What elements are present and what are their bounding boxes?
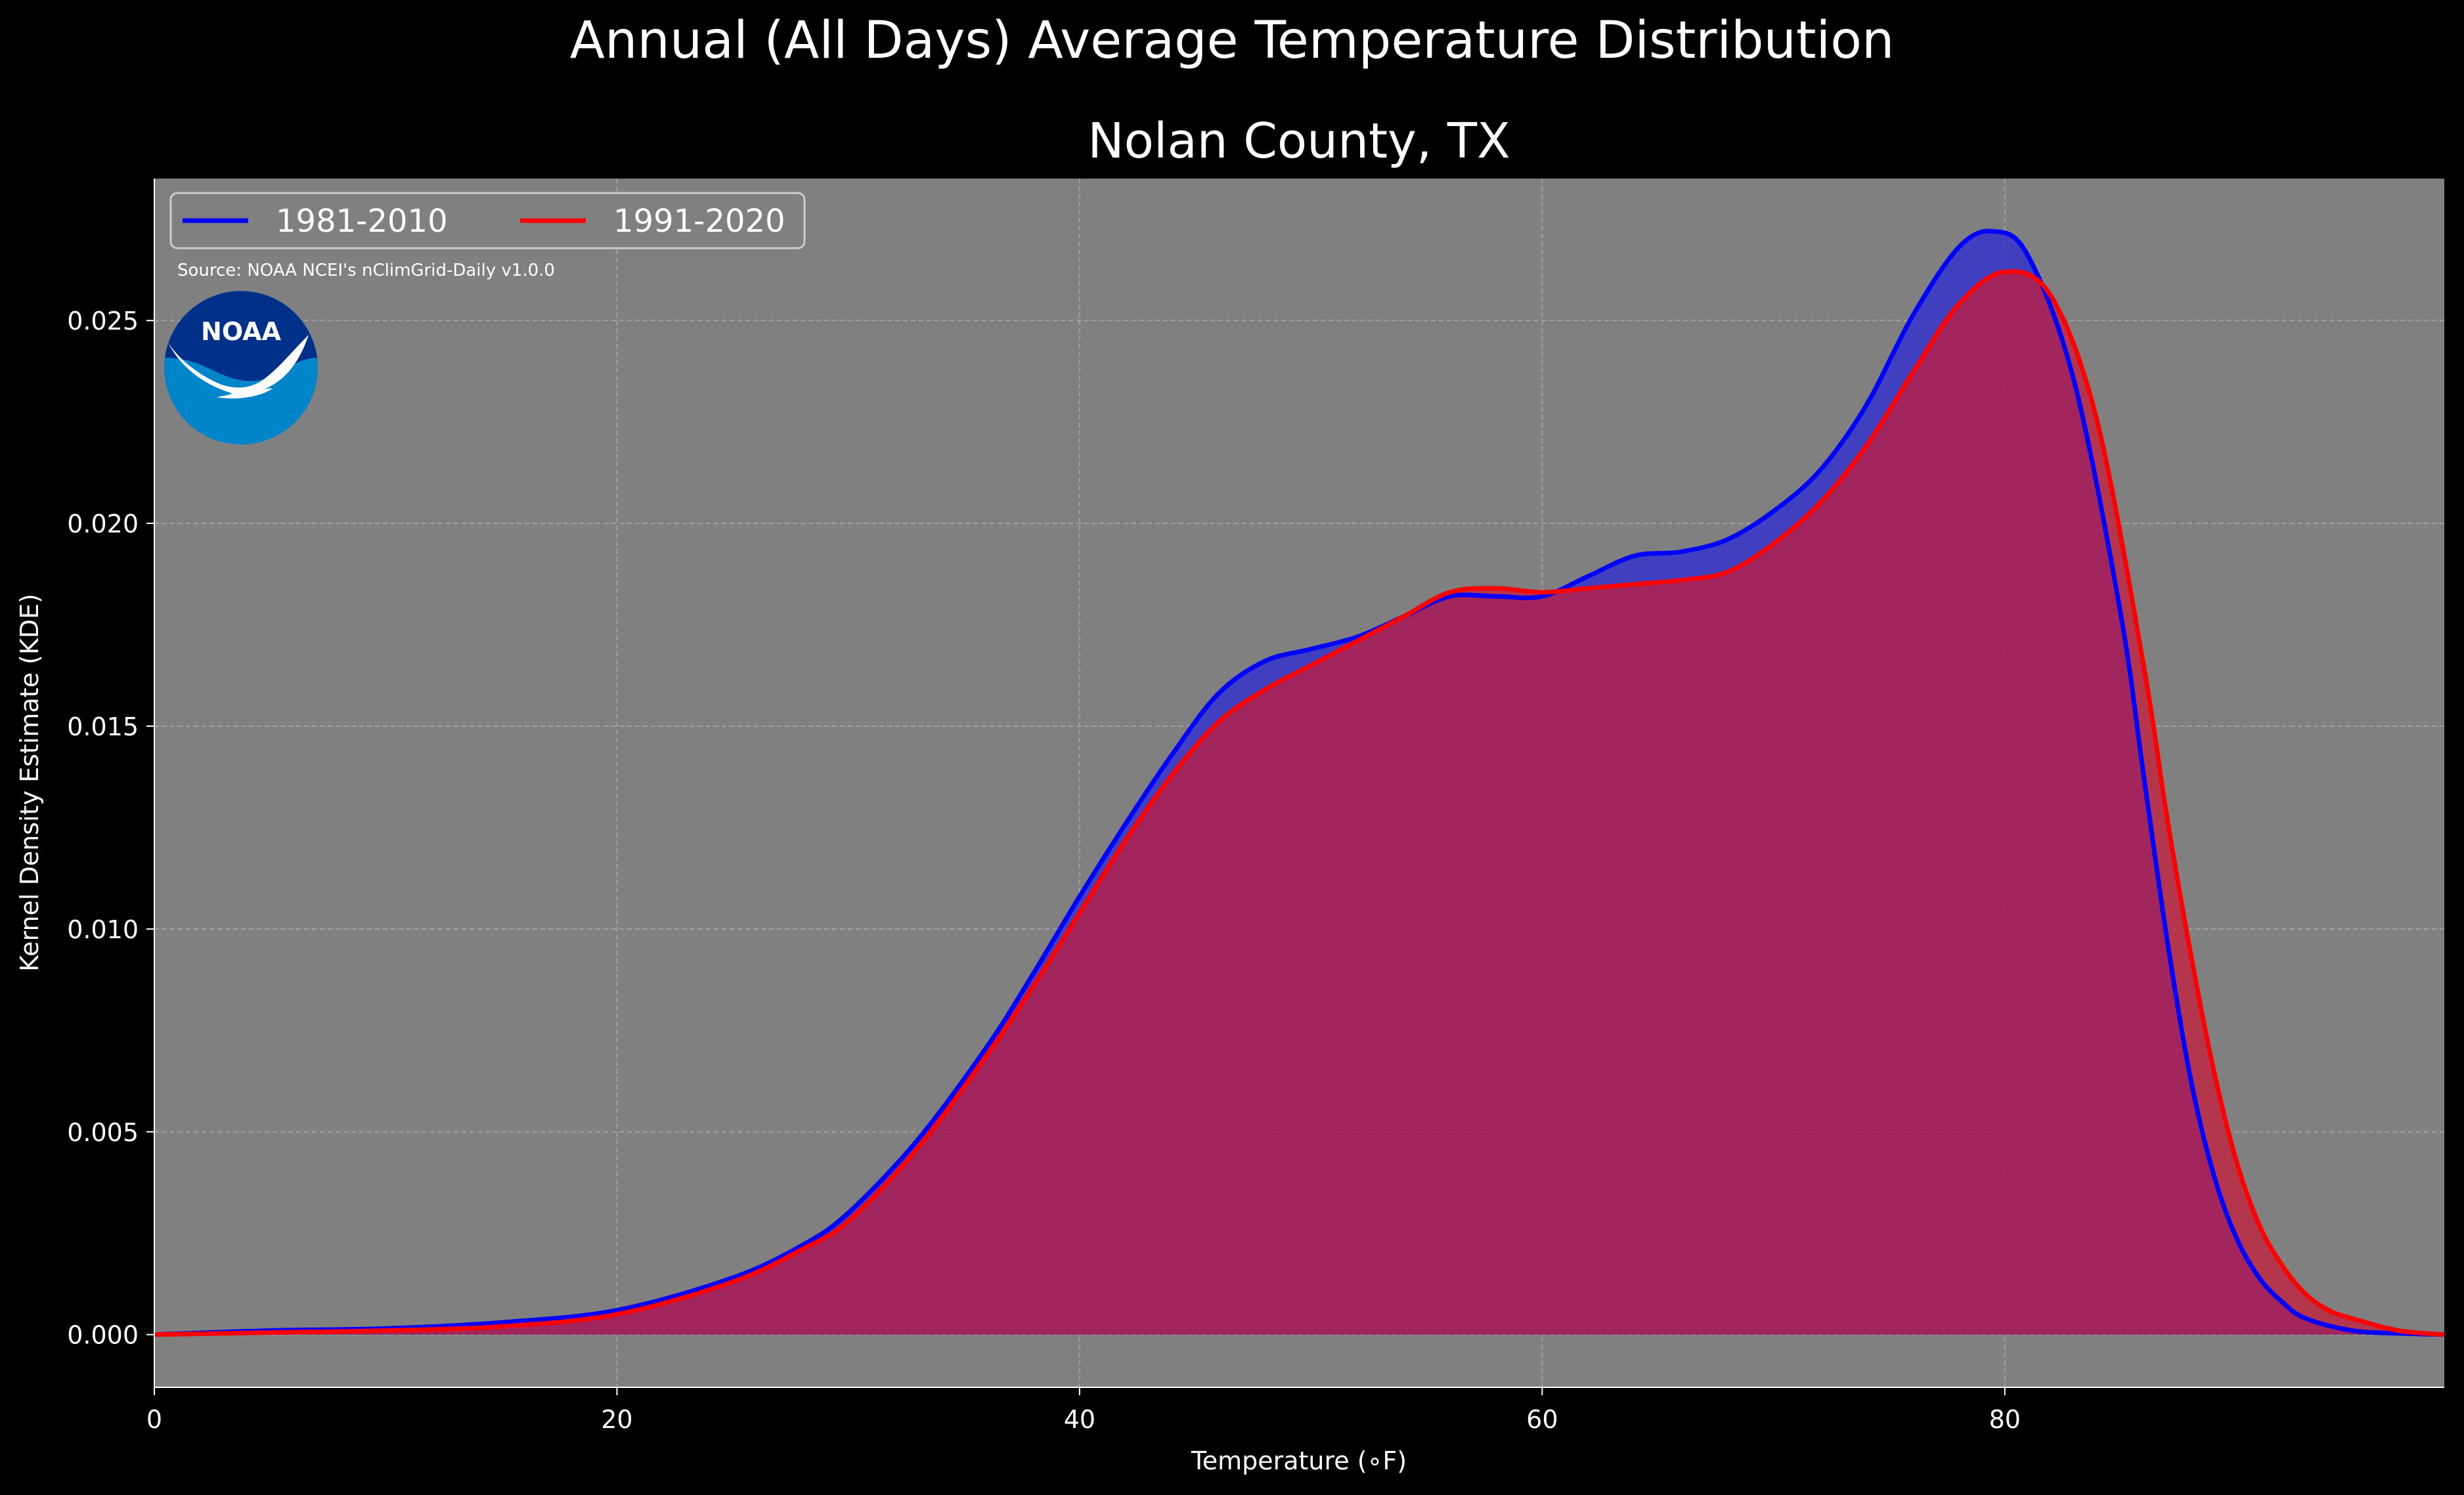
x-tick-label: 80 xyxy=(1989,1405,2021,1434)
x-tick-label: 60 xyxy=(1526,1405,1558,1434)
kde-line-1981-2010 xyxy=(154,228,2445,1337)
x-tick-label: 40 xyxy=(1064,1405,1095,1434)
y-tick-label: 0.025 xyxy=(67,307,139,336)
y-axis-label: Kernel Density Estimate (KDE) xyxy=(15,594,44,972)
x-axis-ticks: 0 20 40 60 80 xyxy=(146,1387,2021,1434)
y-axis-ticks: 0.000 0.005 0.010 0.015 0.020 0.025 xyxy=(67,307,154,1350)
y-tick-label: 0.005 xyxy=(67,1118,139,1147)
legend-label-1981-2010: 1981-2010 xyxy=(276,203,448,240)
kde-areas xyxy=(154,230,2444,1335)
legend-label-1991-2020: 1991-2020 xyxy=(613,203,785,240)
x-axis-label: Temperature (∘F) xyxy=(1191,1446,1407,1475)
x-tick-label: 20 xyxy=(601,1405,632,1434)
kde-lines xyxy=(154,228,2445,1337)
kde-line-1991-2020 xyxy=(154,269,2445,1337)
y-tick-label: 0.015 xyxy=(67,712,139,741)
source-note: Source: NOAA NCEI's nClimGrid-Daily v1.0… xyxy=(177,261,555,280)
noaa-logo-text: NOAA xyxy=(201,317,281,346)
legend: 1981-2010 1991-2020 xyxy=(169,192,806,249)
chart-suptitle: Annual (All Days) Average Temperature Di… xyxy=(570,11,1895,70)
x-tick-label: 0 xyxy=(146,1405,162,1434)
y-tick-label: 0.000 xyxy=(67,1321,139,1350)
legend-box xyxy=(169,192,806,249)
kde-area-1991-2020 xyxy=(154,271,2444,1335)
y-tick-label: 0.010 xyxy=(67,915,139,944)
noaa-logo: NOAA xyxy=(164,291,318,444)
chart-title: Nolan County, TX xyxy=(1088,113,1510,169)
y-tick-label: 0.020 xyxy=(67,509,139,538)
